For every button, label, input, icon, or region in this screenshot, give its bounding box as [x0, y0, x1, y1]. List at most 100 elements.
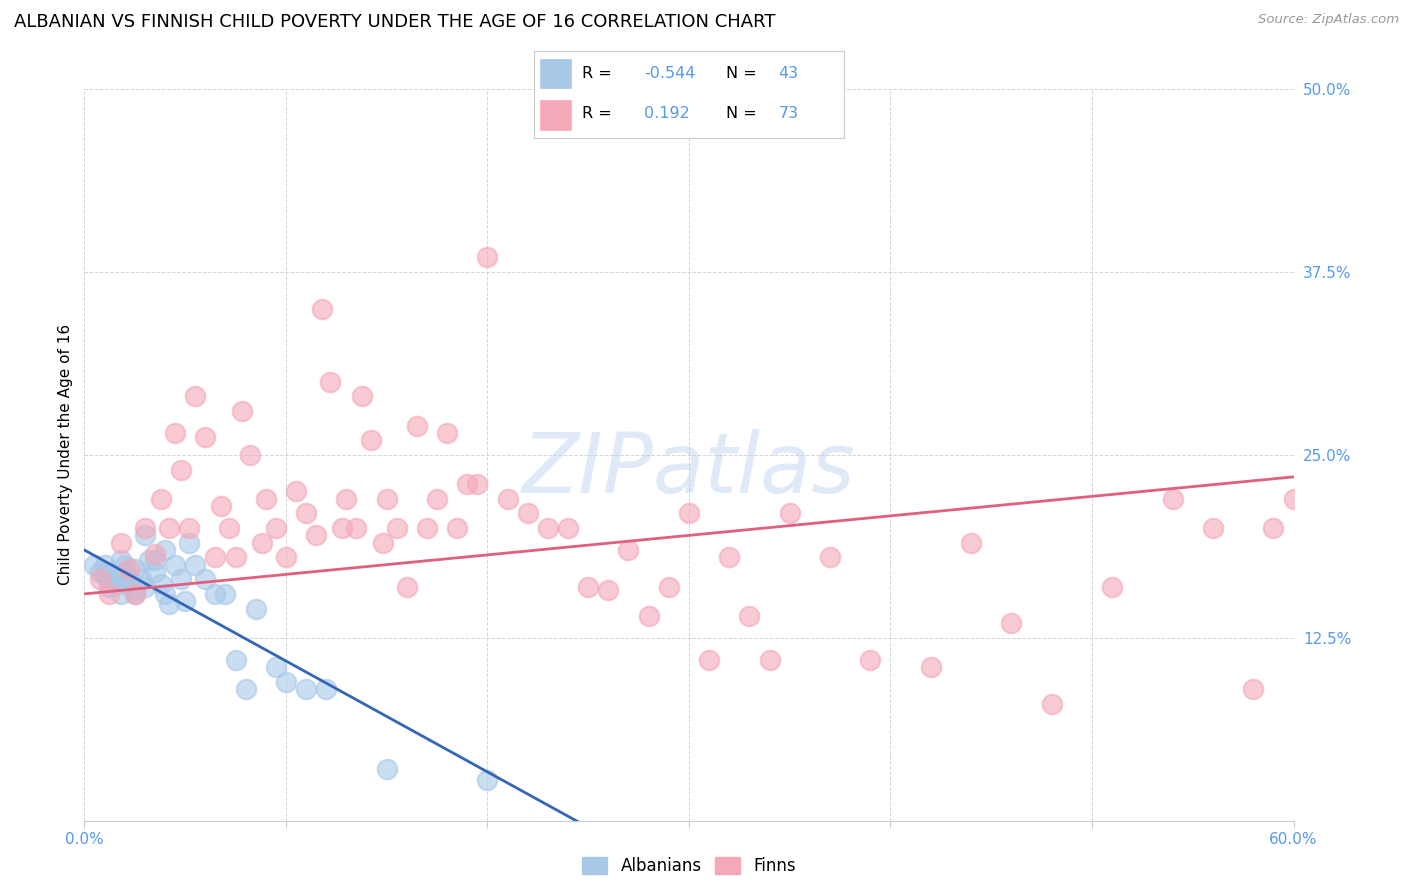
Point — [758, 653, 780, 667]
Point — [738, 608, 761, 623]
Point — [284, 484, 308, 499]
Point — [576, 580, 599, 594]
Point — [920, 660, 942, 674]
Point — [346, 521, 368, 535]
Point — [335, 491, 357, 506]
Point — [1000, 616, 1022, 631]
Point — [416, 521, 439, 535]
Point — [93, 558, 115, 572]
Point — [319, 375, 342, 389]
Point — [114, 565, 136, 579]
Point — [598, 582, 620, 597]
Point — [245, 601, 267, 615]
Point — [165, 558, 187, 572]
Point — [165, 425, 187, 440]
Text: N =: N = — [725, 66, 762, 80]
Point — [375, 491, 398, 506]
Point — [174, 594, 197, 608]
Text: ZIPatlas: ZIPatlas — [522, 429, 856, 510]
Point — [149, 576, 172, 591]
Point — [1202, 521, 1225, 535]
Point — [456, 477, 478, 491]
Point — [143, 565, 166, 579]
Point — [295, 681, 318, 696]
Point — [170, 572, 193, 586]
Point — [114, 576, 136, 591]
Point — [264, 521, 287, 535]
Point — [516, 507, 538, 521]
Text: R =: R = — [582, 106, 617, 121]
Point — [315, 681, 337, 696]
Point — [406, 418, 429, 433]
Point — [97, 580, 120, 594]
Point — [250, 535, 273, 549]
Point — [129, 572, 152, 586]
Text: R =: R = — [582, 66, 617, 80]
Point — [204, 587, 226, 601]
Point — [678, 507, 700, 521]
Text: N =: N = — [725, 106, 762, 121]
Point — [264, 660, 287, 674]
Point — [218, 521, 240, 535]
Point — [153, 543, 176, 558]
Point — [385, 521, 408, 535]
Point — [1040, 697, 1063, 711]
Point — [118, 572, 141, 586]
Point — [89, 572, 111, 586]
Point — [214, 587, 236, 601]
Point — [143, 553, 166, 567]
Point — [352, 389, 374, 403]
Y-axis label: Child Poverty Under the Age of 16: Child Poverty Under the Age of 16 — [58, 325, 73, 585]
Point — [295, 507, 318, 521]
Point — [110, 587, 132, 601]
Point — [477, 772, 499, 787]
Point — [104, 576, 127, 591]
Point — [477, 251, 499, 265]
Point — [697, 653, 720, 667]
Point — [859, 653, 882, 667]
Point — [818, 550, 841, 565]
Point — [97, 587, 120, 601]
Point — [360, 434, 382, 448]
Point — [274, 674, 297, 689]
Point — [157, 597, 180, 611]
Point — [1241, 681, 1264, 696]
Point — [436, 425, 458, 440]
Point — [110, 535, 132, 549]
Point — [157, 521, 180, 535]
Point — [138, 553, 160, 567]
Point — [118, 562, 141, 576]
Point — [194, 430, 217, 444]
Point — [124, 587, 146, 601]
Point — [225, 653, 247, 667]
Point — [225, 550, 247, 565]
Point — [124, 562, 146, 576]
Text: 43: 43 — [779, 66, 799, 80]
Point — [239, 448, 262, 462]
Point — [254, 491, 277, 506]
Point — [124, 587, 146, 601]
Point — [124, 582, 146, 597]
Text: 73: 73 — [779, 106, 799, 121]
Point — [209, 499, 232, 513]
Point — [617, 543, 640, 558]
Point — [184, 389, 207, 403]
Point — [496, 491, 519, 506]
Point — [311, 301, 333, 316]
Text: -0.544: -0.544 — [644, 66, 696, 80]
Point — [658, 580, 681, 594]
Point — [89, 565, 111, 579]
Point — [537, 521, 560, 535]
Point — [274, 550, 297, 565]
Point — [93, 567, 115, 582]
Point — [779, 507, 801, 521]
FancyBboxPatch shape — [540, 100, 571, 129]
Point — [235, 681, 257, 696]
Point — [170, 462, 193, 476]
Point — [637, 608, 659, 623]
Legend: Albanians, Finns: Albanians, Finns — [575, 850, 803, 882]
Point — [1282, 491, 1305, 506]
Point — [179, 521, 201, 535]
Point — [371, 535, 394, 549]
Point — [97, 572, 120, 586]
